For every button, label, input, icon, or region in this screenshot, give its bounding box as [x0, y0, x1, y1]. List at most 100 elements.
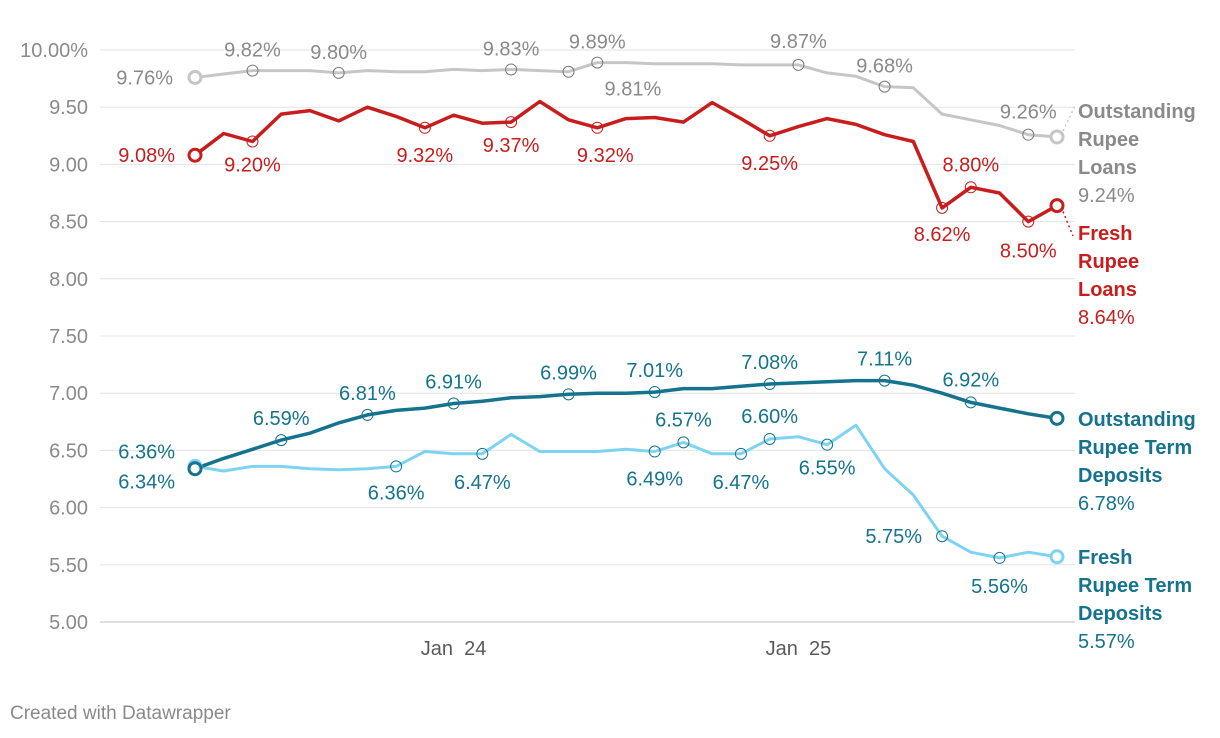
- data-point: [964, 396, 977, 409]
- legend-name-line: Loans: [1078, 279, 1137, 301]
- data-point: [275, 434, 288, 447]
- data-label: 8.62%: [914, 224, 971, 246]
- data-label: 6.49%: [626, 469, 683, 491]
- y-tick-label: 8.50: [49, 212, 88, 234]
- legend-name-line: Fresh: [1078, 547, 1132, 569]
- data-label: 9.68%: [856, 56, 913, 78]
- legend-connector: [1062, 105, 1076, 132]
- legend-name-line: Deposits: [1078, 465, 1162, 487]
- legend-name-line: Rupee Term: [1078, 437, 1192, 459]
- data-label: 9.08%: [118, 145, 175, 167]
- data-point: [648, 445, 661, 458]
- series-end-point: [1049, 198, 1065, 214]
- data-label: 9.89%: [569, 32, 626, 54]
- legend-end-value: 6.78%: [1078, 493, 1135, 515]
- data-labels: 9.76% 9.82% 9.80% 9.83% 9.81% 9.89% 9.87% 9.68%…: [116, 31, 1057, 598]
- data-label: 6.57%: [655, 409, 712, 431]
- y-tick-label: 10.00%: [20, 40, 88, 62]
- series-line: [193, 61, 1059, 139]
- y-tick-label: 8.00: [49, 269, 88, 291]
- legend-name-line: Outstanding: [1078, 101, 1196, 123]
- data-label: 5.75%: [865, 526, 922, 548]
- data-point: [993, 551, 1006, 564]
- series-end-point: [1049, 129, 1065, 145]
- data-point: [1022, 215, 1035, 228]
- series-start-point: [187, 69, 203, 85]
- y-tick-label: 5.00: [49, 612, 88, 634]
- data-label: 9.32%: [397, 145, 454, 167]
- x-axis: Jan 24 Jan 25: [421, 638, 831, 660]
- data-point: [763, 129, 776, 142]
- data-label: 6.34%: [118, 472, 175, 494]
- y-axis: 10.00% 9.50 9.00 8.50 8.00 7.50 7.00 6.50 6.00 5.…: [20, 40, 88, 634]
- data-point: [878, 80, 891, 93]
- x-tick-label: Jan 24: [421, 638, 487, 660]
- data-label: 7.01%: [626, 360, 683, 382]
- data-point: [648, 386, 661, 399]
- data-point: [878, 374, 891, 387]
- data-label: 9.20%: [224, 155, 281, 177]
- y-tick-label: 6.50: [49, 440, 88, 462]
- data-label: 6.81%: [339, 383, 396, 405]
- data-label: 6.91%: [425, 371, 482, 393]
- data-label: 6.36%: [368, 482, 425, 504]
- data-point: [763, 378, 776, 391]
- data-point: [562, 388, 575, 401]
- data-label: 9.80%: [310, 42, 367, 64]
- data-point: [763, 432, 776, 445]
- legend-name-line: Deposits: [1078, 603, 1162, 625]
- legend-name-line: Rupee: [1078, 129, 1139, 151]
- legend-end-value: 5.57%: [1078, 631, 1135, 653]
- data-label: 6.47%: [713, 472, 770, 494]
- series-line: [193, 378, 1059, 471]
- data-point: [447, 397, 460, 410]
- data-label: 7.08%: [741, 352, 798, 374]
- series-start-point: [187, 147, 203, 163]
- data-label: 6.47%: [454, 472, 511, 494]
- data-point: [505, 116, 518, 129]
- legend-name-line: Rupee: [1078, 251, 1139, 273]
- data-point: [418, 121, 431, 134]
- data-point: [964, 181, 977, 194]
- legend-end-value: 9.24%: [1078, 185, 1135, 207]
- data-point: [246, 64, 259, 77]
- legend-name-line: Loans: [1078, 157, 1137, 179]
- legend-name-line: Fresh: [1078, 223, 1132, 245]
- data-label: 9.82%: [224, 40, 281, 62]
- data-label: 6.60%: [741, 406, 798, 428]
- data-label: 9.37%: [483, 135, 540, 157]
- data-point: [591, 121, 604, 134]
- series-points: [187, 56, 1065, 565]
- data-label: 9.83%: [483, 38, 540, 60]
- data-point: [936, 530, 949, 543]
- data-label: 6.99%: [540, 362, 597, 384]
- data-label: 9.32%: [577, 145, 634, 167]
- direct-legend: Outstanding Rupee Loans 9.24% Fresh Rupee Loan…: [1062, 101, 1196, 653]
- data-label: 8.50%: [1000, 241, 1057, 263]
- footer-credit: Created with Datawrapper: [10, 703, 231, 724]
- y-tick-label: 5.50: [49, 555, 88, 577]
- data-point: [677, 436, 690, 449]
- data-point: [936, 201, 949, 214]
- x-tick-label: Jan 25: [766, 638, 832, 660]
- y-tick-label: 7.50: [49, 326, 88, 348]
- legend-name-line: Outstanding: [1078, 409, 1196, 431]
- grid: [100, 49, 1075, 623]
- data-label: 5.56%: [971, 576, 1028, 598]
- data-point: [361, 408, 374, 421]
- legend-connector: [1062, 211, 1074, 237]
- data-point: [821, 438, 834, 451]
- data-point: [1022, 128, 1035, 141]
- data-label: 6.55%: [799, 458, 856, 480]
- y-tick-label: 9.50: [49, 97, 88, 119]
- data-point: [792, 58, 805, 71]
- y-tick-label: 7.00: [49, 383, 88, 405]
- data-point: [734, 447, 747, 460]
- data-point: [505, 63, 518, 76]
- data-label: 6.59%: [253, 408, 310, 430]
- data-point: [332, 66, 345, 79]
- data-point: [591, 56, 604, 69]
- data-label: 9.87%: [770, 31, 827, 53]
- data-label: 7.11%: [857, 349, 912, 371]
